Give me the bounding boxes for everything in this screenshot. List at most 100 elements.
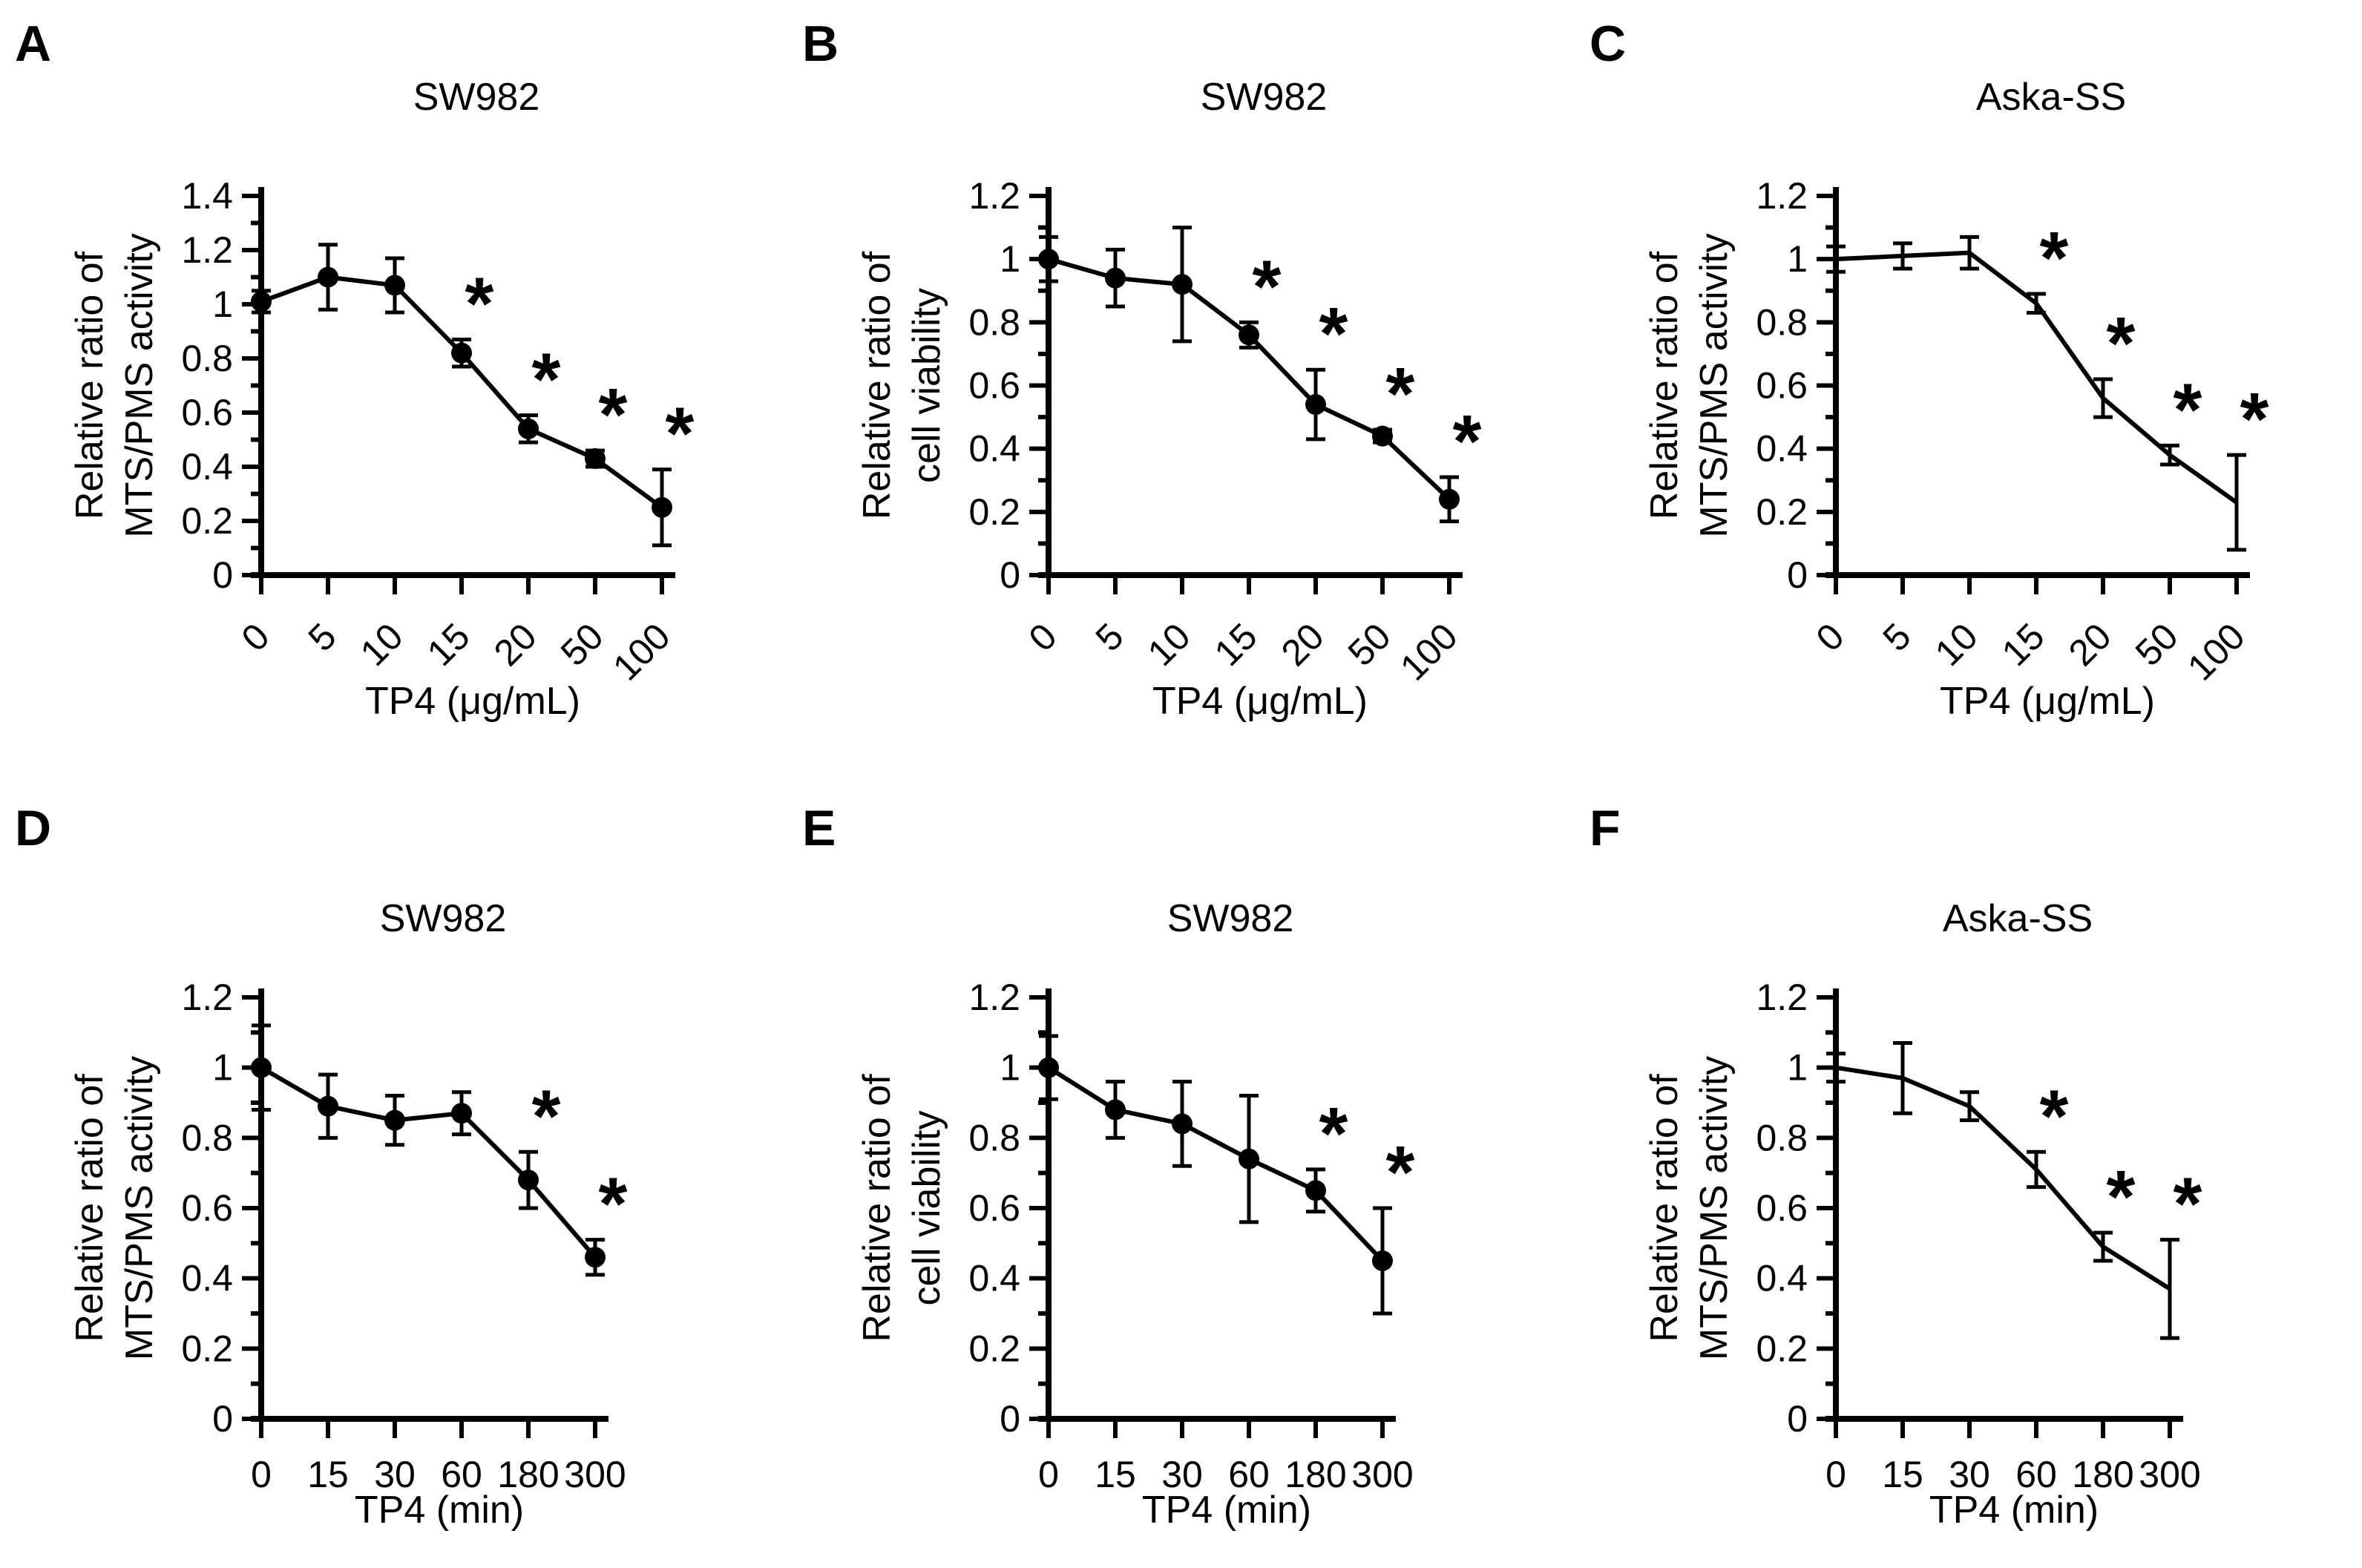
y-axis-title-line1: Relative ratio of [68, 251, 111, 519]
x-axis-title: TP4 (min) [355, 1489, 524, 1532]
y-tick-label: 0.6 [968, 365, 1020, 407]
y-tick-label: 0 [1000, 554, 1020, 596]
x-tick-label: 20 [486, 615, 545, 674]
x-tick-label: 60 [1228, 1454, 1270, 1495]
x-tick-label: 15 [1882, 1454, 1923, 1495]
y-tick-label: 0.6 [968, 1187, 1020, 1229]
significance-asterisk: * [666, 393, 695, 476]
x-tick-label: 0 [251, 1454, 272, 1495]
y-tick-label: 1.2 [968, 175, 1020, 217]
data-point-marker [1038, 249, 1059, 270]
y-tick-label: 0.2 [1756, 1328, 1808, 1369]
y-axis-title-line1: Relative ratio of [856, 1074, 899, 1342]
panel-letter: E [802, 800, 836, 856]
data-point-marker [1172, 1113, 1193, 1135]
significance-asterisk: * [2040, 1075, 2069, 1158]
y-tick-label: 1.4 [181, 175, 233, 217]
y-tick-label: 0 [212, 1398, 233, 1440]
data-point-marker [1372, 425, 1393, 447]
y-tick-label: 0.4 [1756, 1258, 1808, 1299]
significance-asterisk: * [1386, 1131, 1415, 1214]
x-tick-label: 300 [2139, 1454, 2200, 1495]
panel-d-chart: D SW982 0 0.2 0.4 0.6 0.8 1 1.2 0 15 30 60 180 300 TP4 … [15, 800, 628, 1532]
significance-asterisk: * [2240, 378, 2269, 461]
data-point-marker [1105, 1099, 1126, 1121]
x-tick-label: 5 [1088, 615, 1132, 659]
x-tick-label: 5 [1875, 615, 1919, 659]
x-tick-label: 60 [441, 1454, 482, 1495]
y-tick-label: 0.6 [1756, 1187, 1808, 1229]
x-tick-label: 30 [1161, 1454, 1203, 1495]
x-tick-label: 30 [1949, 1454, 1990, 1495]
x-tick-label: 100 [605, 615, 678, 689]
y-axis-title-line1: Relative ratio of [68, 1074, 111, 1342]
y-axis-title-line2: MTS/PMS activity [1693, 233, 1736, 537]
x-tick-label: 5 [301, 615, 344, 659]
data-point-marker [251, 1057, 272, 1078]
y-axis-title-line2: cell viability [905, 1111, 948, 1306]
data-series-line [260, 1066, 597, 1259]
y-tick-label: 1 [212, 283, 233, 325]
data-point-marker [1239, 324, 1259, 346]
y-tick-label: 0.8 [181, 1117, 233, 1158]
data-point-marker [1239, 1148, 1259, 1170]
y-tick-label: 0.6 [181, 392, 233, 433]
y-tick-label: 0.4 [1756, 428, 1808, 470]
y-tick-label: 0.8 [1756, 1117, 1808, 1158]
y-axis-title-line2: cell viability [905, 288, 948, 483]
x-tick-label: 180 [2072, 1454, 2133, 1495]
x-tick-label: 50 [2128, 615, 2186, 674]
x-axis-title: TP4 (μg/mL) [1940, 680, 2155, 723]
x-tick-label: 50 [1340, 615, 1399, 674]
x-axis-title: TP4 (min) [1929, 1489, 2099, 1532]
y-tick-label: 1 [1000, 238, 1020, 280]
data-point-marker [1172, 274, 1193, 295]
y-tick-label: 0.2 [1756, 491, 1808, 533]
x-axis-title: TP4 (min) [1142, 1489, 1311, 1532]
significance-asterisk: * [1319, 1092, 1348, 1175]
panel-e-chart: E SW982 0 0.2 0.4 0.6 0.8 1 1.2 0 15 30 60 180 300 TP4 … [802, 800, 1415, 1532]
data-point-marker [451, 342, 472, 364]
y-axis-title-line2: MTS/PMS activity [1693, 1056, 1736, 1360]
data-point-marker [585, 1247, 606, 1268]
chart-title: Aska-SS [1943, 897, 2093, 940]
y-tick-label: 1.2 [181, 977, 233, 1018]
x-axis-title: TP4 (μg/mL) [365, 680, 580, 723]
significance-asterisk: * [599, 1163, 628, 1246]
significance-asterisk: * [1319, 292, 1348, 375]
y-axis-title-line2: MTS/PMS activity [118, 233, 161, 537]
data-point-marker [1439, 488, 1460, 510]
y-tick-label: 1.2 [181, 229, 233, 271]
y-tick-label: 0.4 [181, 1258, 233, 1299]
y-tick-label: 0.6 [181, 1187, 233, 1229]
data-point-marker [652, 496, 672, 518]
significance-asterisk: * [465, 262, 494, 345]
x-tick-label: 0 [1038, 1454, 1059, 1495]
y-tick-label: 1 [1000, 1047, 1020, 1089]
panel-letter: C [1590, 16, 1626, 72]
data-series-line [1835, 1065, 2171, 1291]
x-tick-label: 100 [2179, 615, 2253, 689]
x-tick-label: 180 [1285, 1454, 1346, 1495]
significance-asterisk: * [532, 338, 561, 421]
y-tick-label: 0.2 [968, 1328, 1020, 1369]
panel-letter: B [802, 16, 839, 72]
x-tick-label: 0 [1808, 615, 1852, 659]
y-tick-label: 0.4 [968, 1258, 1020, 1299]
x-tick-label: 60 [2015, 1454, 2057, 1495]
significance-asterisk: * [2174, 368, 2202, 451]
y-tick-label: 0 [1787, 1398, 1808, 1440]
y-tick-label: 1.2 [1756, 175, 1808, 217]
y-tick-label: 0.8 [181, 338, 233, 379]
y-axis-title-line1: Relative ratio of [1643, 251, 1686, 519]
x-tick-label: 0 [1021, 615, 1065, 659]
panel-letter: F [1590, 800, 1621, 856]
data-point-marker [384, 1109, 405, 1131]
data-point-marker [518, 1170, 539, 1191]
data-point-marker [251, 291, 272, 312]
y-tick-label: 0.2 [181, 500, 233, 542]
y-tick-label: 0.8 [968, 1117, 1020, 1158]
y-axis-title-line2: MTS/PMS activity [118, 1056, 161, 1360]
y-axis-title-line1: Relative ratio of [1643, 1074, 1686, 1342]
